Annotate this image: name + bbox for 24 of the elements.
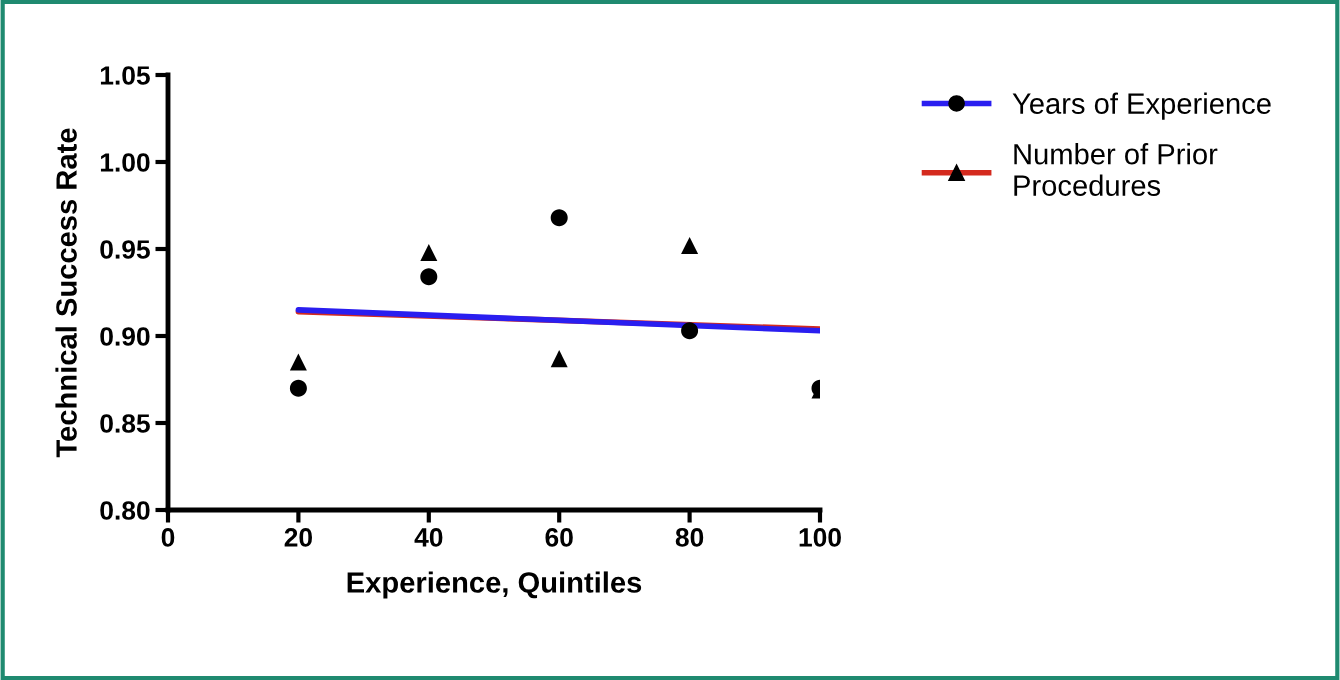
legend-label: Number of Prior Procedures (1014, 143, 1218, 196)
x-tick-label: 80 (675, 528, 704, 547)
point (681, 237, 699, 255)
x-tick-label: 40 (414, 528, 443, 547)
x-tick-label: 100 (799, 528, 841, 547)
y-tick-label: 0.95 (100, 240, 150, 259)
point (550, 350, 568, 368)
y-tick-label: 0.90 (100, 327, 150, 346)
y-axis-title: Technical Success Rate (55, 128, 77, 458)
point (289, 379, 307, 397)
x-tick-label: 0 (161, 528, 175, 547)
point (681, 322, 699, 340)
x-tick-label: 20 (284, 528, 312, 547)
point (550, 209, 568, 227)
y-tick-label: 1.00 (100, 153, 150, 172)
legend-label: Years of Experience (1012, 92, 1271, 120)
x-tick-label: 60 (545, 528, 573, 547)
y-tick-label: 0.80 (100, 501, 150, 520)
y-tick-label: 1.05 (100, 66, 150, 85)
y-tick-label: 0.85 (100, 414, 150, 433)
point (420, 243, 438, 261)
x-axis-title: Experience, Quintiles (347, 571, 642, 599)
point (289, 353, 307, 371)
point (420, 268, 438, 286)
